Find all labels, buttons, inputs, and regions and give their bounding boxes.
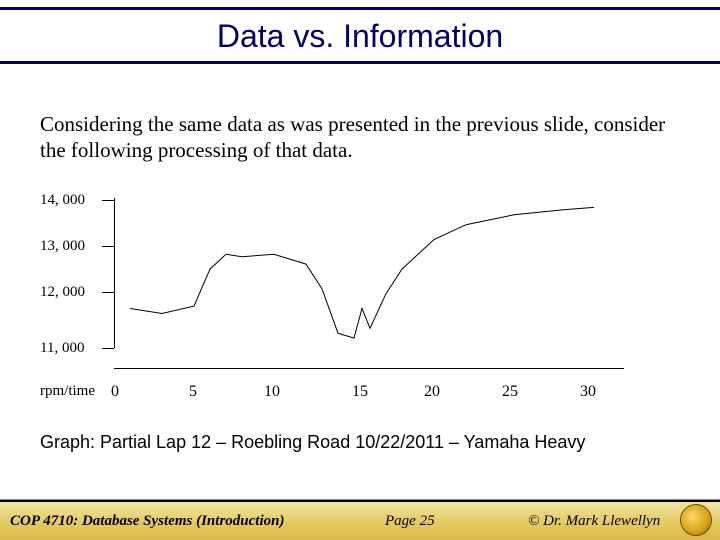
x-label-20: 20 <box>422 383 442 401</box>
x-label-15: 15 <box>350 383 370 401</box>
y-tick <box>102 348 114 349</box>
footer-page: Page 25 <box>385 513 435 530</box>
y-label-13000: 13, 000 <box>40 238 85 255</box>
line-chart: 14, 000 13, 000 12, 000 11, 000 rpm/time… <box>40 188 680 408</box>
footer-copyright: © Dr. Mark Llewellyn <box>528 513 660 530</box>
y-tick <box>102 246 114 247</box>
footer-bar: COP 4710: Database Systems (Introduction… <box>0 500 720 540</box>
slide-title: Data vs. Information <box>0 18 720 55</box>
title-bottom-rule <box>0 61 720 64</box>
x-label-0: 0 <box>111 383 119 401</box>
y-label-11000: 11, 000 <box>40 340 84 357</box>
y-label-12000: 12, 000 <box>40 284 85 301</box>
title-top-rule <box>0 7 720 10</box>
body-paragraph: Considering the same data as was present… <box>40 112 680 163</box>
x-label-10: 10 <box>262 383 282 401</box>
x-label-5: 5 <box>189 383 197 401</box>
y-tick <box>102 292 114 293</box>
x-label-30: 30 <box>578 383 598 401</box>
footer-course: COP 4710: Database Systems (Introduction… <box>10 513 284 530</box>
x-axis-label: rpm/time <box>40 383 95 400</box>
chart-line-svg <box>114 188 634 373</box>
chart-caption: Graph: Partial Lap 12 – Roebling Road 10… <box>40 432 585 453</box>
ucf-logo-icon <box>680 504 712 536</box>
y-label-14000: 14, 000 <box>40 192 85 209</box>
x-label-25: 25 <box>500 383 520 401</box>
y-tick <box>102 200 114 201</box>
